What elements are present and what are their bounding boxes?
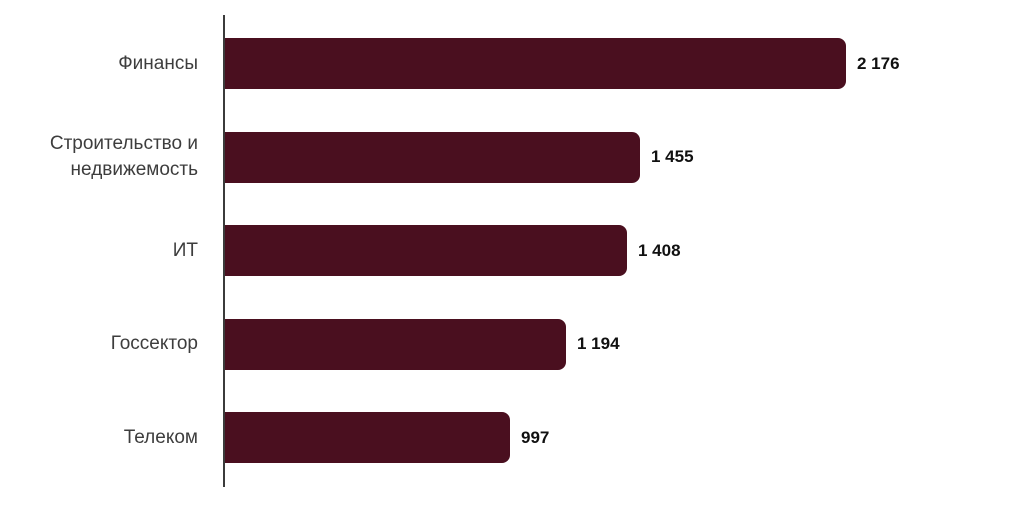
value-label: 997	[521, 427, 550, 447]
chart-row: Госсектор 1 194	[0, 298, 1024, 392]
value-label: 1 455	[651, 147, 694, 167]
category-label: Финансы	[118, 52, 198, 74]
category-label: Строительство и недвижемость	[49, 133, 198, 181]
bar	[225, 412, 510, 464]
category-label: ИТ	[172, 239, 198, 261]
value-label: 2 176	[857, 53, 900, 73]
bar-area: 1 455	[225, 131, 1024, 183]
chart-row: ИТ 1 408	[0, 204, 1024, 298]
bar-area: 997	[225, 412, 1024, 464]
chart-row: Строительство и недвижемость 1 455	[0, 111, 1024, 205]
chart-row: Телеком 997	[0, 391, 1024, 485]
chart-row: Финансы 2 176	[0, 17, 1024, 111]
bar-area: 1 408	[225, 225, 1024, 277]
bar	[225, 318, 566, 370]
chart-rows: Финансы 2 176 Строительство и недвижемос…	[0, 17, 1024, 485]
bar-area: 2 176	[225, 38, 1024, 90]
value-label: 1 194	[577, 334, 620, 354]
category-label: Телеком	[123, 426, 198, 448]
bar	[225, 38, 846, 90]
bar-area: 1 194	[225, 318, 1024, 370]
category-label: Госсектор	[110, 333, 198, 355]
y-axis-line	[223, 15, 225, 487]
value-label: 1 408	[638, 240, 681, 260]
bar	[225, 131, 640, 183]
bar	[225, 225, 627, 277]
